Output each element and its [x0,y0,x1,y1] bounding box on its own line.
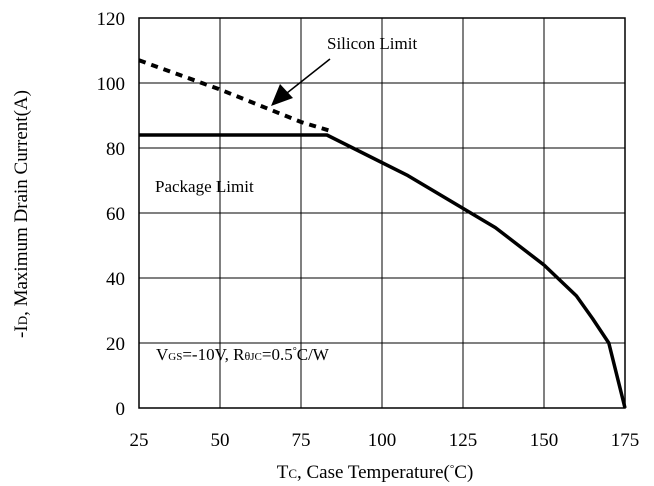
y-tick-label: 0 [116,399,126,420]
conditions-label: VGS=-10V, RθJC=0.5°C/W [156,345,330,364]
package-limit-label: Package Limit [155,177,254,196]
x-tick-label: 75 [292,430,311,451]
plot-frame [138,17,626,409]
series-silicon-limit [138,58,334,134]
y-tick-label: 80 [106,139,125,160]
y-axis-ticks: 0 20 40 60 80 100 120 [97,9,126,420]
x-tick-label: 125 [449,430,478,451]
x-tick-label: 25 [130,430,149,451]
x-tick-label: 150 [530,430,559,451]
x-axis-ticks: 25 50 75 100 125 150 175 [130,430,640,451]
y-tick-label: 100 [97,74,126,95]
x-tick-label: 100 [368,430,397,451]
y-tick-label: 60 [106,204,125,225]
series-package-limit [139,133,627,409]
x-axis-label: TC, Case Temperature(°C) [277,462,474,483]
x-tick-label: 175 [611,430,640,451]
y-tick-label: 40 [106,269,125,290]
y-tick-label: 20 [106,334,125,355]
y-axis-label: -ID, Maximum Drain Current(A) [11,90,32,338]
silicon-limit-label: Silicon Limit [327,34,417,53]
silicon-limit-arrow [271,58,331,106]
x-tick-label: 50 [211,430,230,451]
y-tick-label: 120 [97,9,126,30]
